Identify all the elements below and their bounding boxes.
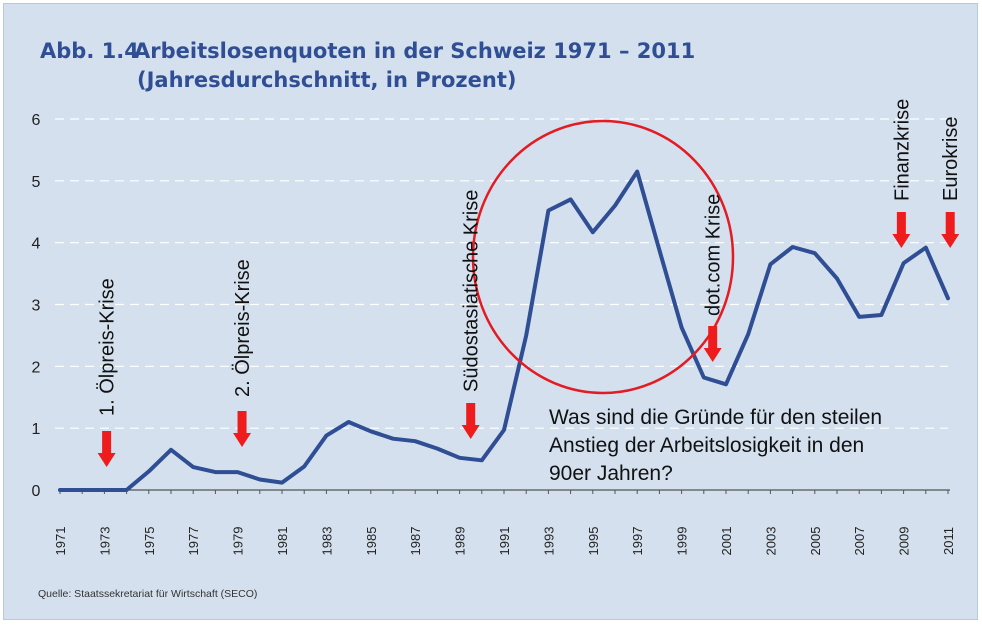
data-point — [569, 198, 572, 201]
x-tick-label: 1993 — [541, 527, 556, 556]
data-point — [791, 245, 794, 249]
y-tick-label: 0 — [32, 483, 41, 500]
data-point — [325, 434, 328, 437]
data-point — [636, 170, 639, 173]
data-point — [591, 230, 594, 234]
x-tick-label: 1977 — [186, 527, 201, 556]
data-point — [547, 209, 550, 212]
data-point — [414, 439, 417, 443]
y-tick-label: 2 — [32, 359, 41, 376]
x-tick-label: 1989 — [453, 527, 468, 556]
crisis-label: 1. Ölpreis-Krise — [97, 278, 119, 416]
data-point — [813, 251, 816, 255]
question-text: Was sind die Gründe für den steilen Anst… — [549, 404, 882, 488]
x-tick-label: 1975 — [142, 527, 157, 556]
data-point — [147, 470, 150, 473]
chart-title: Abb. 1.4Arbeitslosenquoten in der Schwei… — [40, 37, 695, 95]
x-tick-label: 2003 — [763, 527, 778, 556]
x-tick-label: 1997 — [630, 527, 645, 556]
crisis-arrow — [233, 411, 252, 447]
data-point — [436, 447, 439, 450]
x-tick-label: 1973 — [97, 527, 112, 556]
crisis-label: 2. Ölpreis-Krise — [232, 259, 254, 397]
question-line-2: Anstieg der Arbeitslosigkeit in den — [549, 434, 865, 457]
figure-number: Abb. 1.4 — [40, 39, 139, 63]
data-point — [924, 246, 927, 249]
data-point — [680, 326, 683, 329]
data-point — [369, 430, 372, 433]
x-tick-label: 1983 — [319, 527, 334, 556]
data-point — [458, 456, 461, 460]
x-tick-label: 1979 — [231, 527, 246, 556]
data-point — [880, 313, 883, 317]
crisis-label: dot.com Krise — [703, 194, 725, 316]
data-point — [946, 297, 950, 300]
data-point — [103, 488, 106, 492]
x-tick-label: 1987 — [408, 527, 423, 556]
question-line-1: Was sind die Gründe für den steilen — [549, 406, 883, 429]
data-point — [258, 478, 261, 481]
x-tick-label: 1971 — [53, 527, 68, 556]
data-point — [702, 376, 705, 379]
crisis-arrow — [703, 326, 722, 362]
data-point — [214, 470, 217, 474]
data-point — [658, 248, 661, 252]
chart-frame: Abb. 1.4Arbeitslosenquoten in der Schwei… — [3, 3, 978, 620]
x-tick-label: 2005 — [808, 527, 823, 556]
crisis-arrow — [892, 212, 911, 248]
data-point — [303, 465, 306, 468]
x-tick-label: 1985 — [364, 527, 379, 556]
line-chart: 0 1 2 3 4 5 6 1971 1973 1975 1977 1979 1981 1983 1985 1… — [32, 99, 963, 556]
y-tick-label: 6 — [32, 112, 41, 129]
title-line-1: Arbeitslosenquoten in der Schweiz 1971 –… — [134, 39, 696, 63]
x-tick-label: 2011 — [941, 527, 956, 555]
data-point — [502, 428, 506, 432]
crisis-label: Finanzkrise — [891, 99, 913, 201]
x-tick-label: 1991 — [497, 527, 512, 556]
data-point — [192, 465, 195, 469]
data-point — [347, 420, 350, 424]
data-point — [613, 204, 617, 207]
x-tick-label: 2001 — [719, 527, 734, 556]
y-tick-label: 3 — [32, 298, 41, 315]
x-tick-label: 1995 — [586, 527, 601, 556]
y-tick-label: 5 — [32, 174, 41, 191]
crisis-label: Südostasiatische Krise — [461, 190, 483, 392]
y-tick-label: 1 — [32, 421, 41, 438]
data-point — [169, 448, 173, 452]
y-tick-label: 4 — [32, 236, 41, 253]
data-point — [835, 277, 839, 280]
question-line-3: 90er Jahren? — [549, 462, 673, 485]
data-point — [125, 488, 128, 492]
title-line-2: (Jahresdurchschnitt, in Prozent) — [137, 68, 517, 92]
data-point — [724, 383, 728, 386]
data-point — [769, 263, 772, 266]
data-point — [902, 261, 905, 265]
data-point — [81, 488, 84, 492]
x-tick-label: 1999 — [675, 527, 690, 556]
data-point — [58, 488, 62, 492]
data-point — [236, 470, 239, 474]
source-note: Quelle: Staatssekretariat für Wirtschaft… — [38, 588, 258, 600]
crisis-arrow — [941, 212, 960, 248]
crisis-label: Eurokrise — [940, 117, 962, 201]
x-tick-label: 2007 — [852, 527, 867, 556]
data-point — [525, 334, 528, 337]
data-point — [391, 437, 395, 440]
data-point — [480, 459, 483, 462]
data-point — [747, 332, 750, 336]
data-point — [858, 315, 861, 319]
crisis-arrow — [461, 403, 480, 439]
data-point — [280, 481, 284, 484]
crisis-arrow — [97, 431, 116, 467]
x-tick-label: 1981 — [275, 527, 290, 556]
highlight-circle — [471, 119, 735, 395]
x-tick-label: 2009 — [897, 527, 912, 556]
